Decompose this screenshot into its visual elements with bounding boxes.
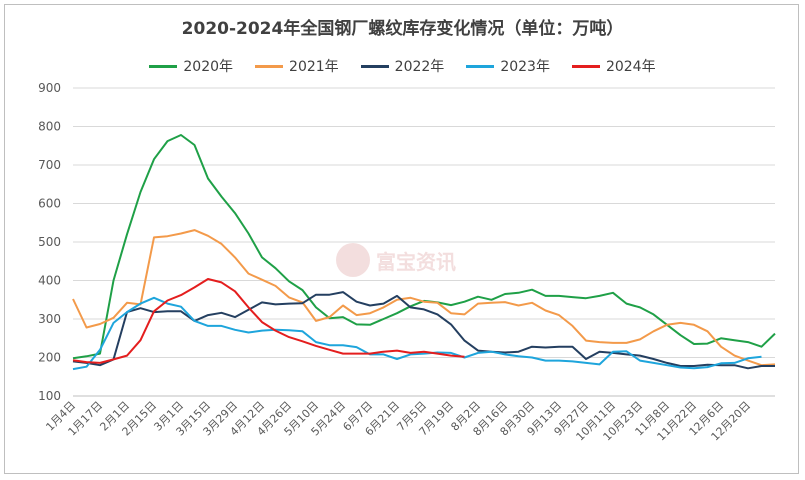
legend-label: 2024年 bbox=[605, 59, 656, 75]
legend-swatch bbox=[255, 64, 284, 68]
chart-legend: 2020年 2021年 2022年 2023年 2024年 bbox=[0, 56, 805, 76]
y-tick-label: 400 bbox=[38, 274, 61, 288]
legend-item: 2023年 bbox=[466, 56, 550, 76]
y-tick-label: 600 bbox=[38, 197, 61, 211]
legend-label: 2020年 bbox=[183, 59, 234, 75]
legend-swatch bbox=[466, 64, 495, 68]
watermark-text: 富宝资讯 bbox=[376, 249, 456, 274]
y-tick-label: 500 bbox=[38, 235, 61, 249]
series-line-1 bbox=[72, 229, 776, 367]
y-tick-label: 100 bbox=[38, 389, 61, 403]
series-line-4 bbox=[72, 278, 465, 364]
legend-item: 2024年 bbox=[571, 56, 656, 76]
legend-swatch bbox=[571, 64, 600, 68]
legend-item: 2021年 bbox=[255, 56, 339, 76]
legend-label: 2021年 bbox=[289, 59, 339, 75]
legend-item: 2022年 bbox=[360, 56, 445, 76]
watermark: 富宝资讯 bbox=[336, 240, 476, 280]
y-tick-label: 300 bbox=[38, 312, 61, 326]
series-line-2 bbox=[72, 291, 775, 370]
series-line-3 bbox=[72, 296, 762, 371]
watermark-logo-icon bbox=[336, 243, 370, 277]
y-tick-label: 700 bbox=[38, 158, 61, 172]
chart-title: 2020-2024年全国钢厂螺纹库存变化情况（单位：万吨） bbox=[181, 19, 624, 39]
y-tick-label: 800 bbox=[38, 120, 61, 134]
legend-label: 2022年 bbox=[394, 59, 445, 75]
legend-label: 2023年 bbox=[500, 59, 550, 75]
y-tick-label: 900 bbox=[38, 81, 61, 95]
y-tick-label: 200 bbox=[38, 351, 61, 365]
legend-item: 2020年 bbox=[149, 56, 233, 76]
legend-swatch bbox=[149, 64, 178, 68]
legend-swatch bbox=[360, 64, 389, 68]
